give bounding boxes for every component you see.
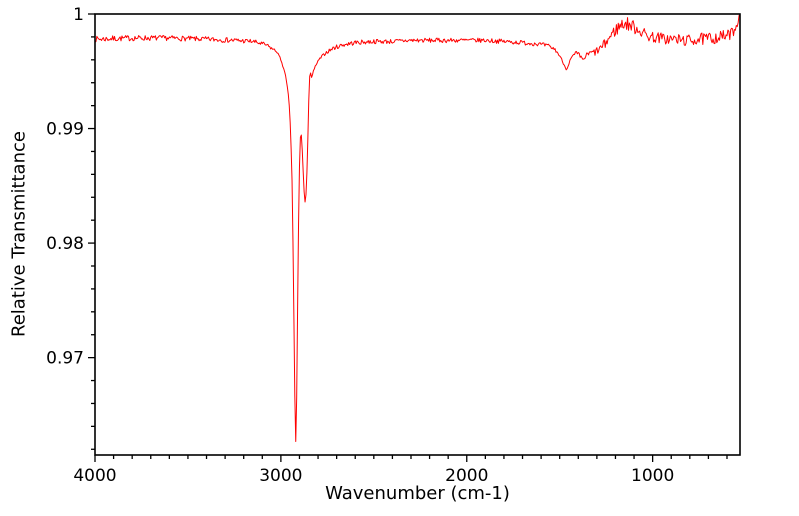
y-axis-label: Relative Transmittance [8,131,30,337]
x-tick-label: 3000 [259,466,302,486]
x-tick-label: 1000 [631,466,674,486]
y-tick-label: 0.98 [46,234,84,254]
spectrum-line [95,14,740,443]
x-tick-label: 2000 [445,466,488,486]
y-tick-label: 0.99 [46,120,84,140]
plot-border [94,13,741,456]
y-tick-label: 0.97 [46,349,84,369]
x-axis-label: Wavenumber (cm-1) [325,483,510,504]
y-tick-label: 1 [73,5,84,25]
x-tick-label: 4000 [73,466,116,486]
